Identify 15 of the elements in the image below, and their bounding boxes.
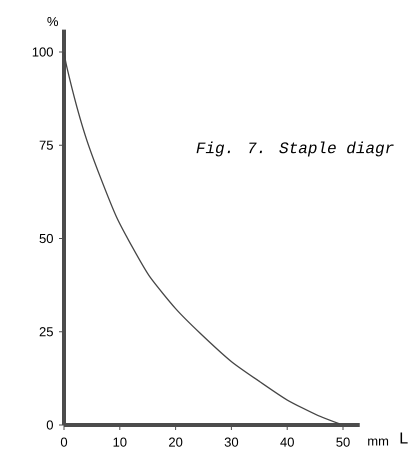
y-tick-label: 100 — [32, 47, 53, 57]
x-tick-label: 10 — [114, 438, 127, 447]
x-tick-label: 30 — [224, 438, 238, 447]
x-tick-label: 0 — [60, 438, 68, 447]
y-tick-label: 50 — [40, 234, 53, 244]
annotation: Fig. 7. Staple diagr — [196, 142, 394, 156]
y-axis-title: % — [47, 17, 58, 26]
x-axis-title: L — [400, 432, 408, 444]
text: mm — [368, 438, 388, 446]
y-tick-label: 0 — [46, 420, 53, 430]
y-tick-label: 25 — [40, 327, 53, 336]
y-tick-label: 75 — [40, 140, 53, 150]
x-tick-label: 40 — [280, 438, 294, 447]
x-tick-label: 50 — [336, 438, 350, 447]
x-tick-label: 20 — [169, 438, 182, 447]
